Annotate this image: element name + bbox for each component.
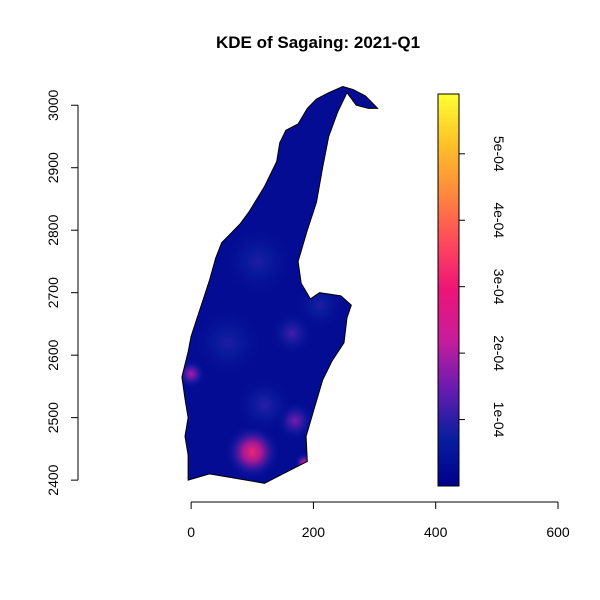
plot-area [181, 85, 379, 484]
kde-hotspot [295, 280, 344, 330]
region-boundary [181, 85, 379, 484]
colorbar-scale [437, 93, 460, 487]
kde-hotspot [224, 227, 293, 296]
y-tick-label: 2800 [45, 214, 61, 245]
y-tick-label: 3000 [45, 89, 61, 120]
colorbar-tick-label: 5e-04 [491, 136, 507, 172]
density-surface [181, 86, 378, 484]
colorbar-tick-label: 3e-04 [491, 269, 507, 305]
colorbar-tick-label: 2e-04 [491, 335, 507, 371]
x-tick-label: 0 [187, 524, 195, 540]
chart-title: KDE of Sagaing: 2021-Q1 [216, 33, 420, 52]
y-tick-label: 2700 [45, 277, 61, 308]
colorbar-tick-label: 4e-04 [491, 202, 507, 238]
y-tick-label: 2900 [45, 152, 61, 183]
x-tick-label: 200 [302, 524, 326, 540]
kde-hotspot [237, 377, 292, 433]
kde-hotspot [224, 424, 280, 480]
colorbar-tick-label: 1e-04 [491, 402, 507, 438]
y-tick-label: 2400 [45, 464, 61, 495]
axes: 0 200 400 600 2400 2500 2600 2700 2800 2900 3000 [45, 89, 570, 540]
x-tick-label: 600 [546, 524, 570, 540]
y-tick-label: 2500 [45, 402, 61, 433]
y-tick-label: 2600 [45, 339, 61, 370]
kde-hotspot [193, 308, 263, 377]
x-tick-label: 400 [424, 524, 448, 540]
colorbar: 1e-04 2e-04 3e-04 4e-04 5e-04 [437, 93, 507, 487]
